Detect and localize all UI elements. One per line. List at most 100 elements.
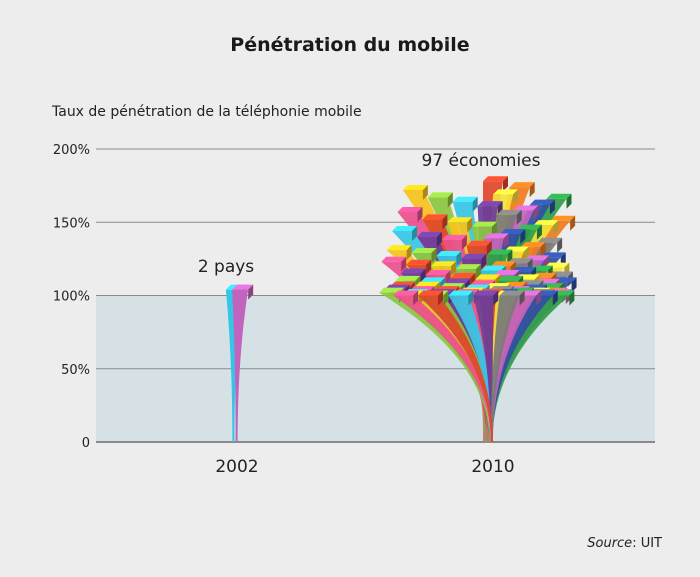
bar-cap	[450, 272, 476, 278]
bar-cap	[436, 250, 462, 256]
bar-cap	[393, 290, 419, 296]
bar-cap	[537, 237, 563, 243]
bar-cap	[445, 278, 471, 284]
bar-side	[461, 234, 467, 250]
bar-side	[503, 176, 508, 192]
bar-cap	[498, 275, 524, 281]
bar-cap	[411, 248, 437, 254]
bar	[232, 289, 249, 442]
bar	[490, 295, 537, 442]
bar-cap	[513, 205, 539, 211]
bar-cap	[447, 217, 473, 223]
bar-cap	[466, 240, 492, 246]
bar-cap	[483, 176, 508, 182]
bar-cap	[452, 196, 478, 202]
bar-cap	[493, 189, 519, 195]
bar-side	[436, 231, 442, 247]
bar-cap	[487, 249, 513, 255]
bar-side	[503, 233, 509, 249]
bar-cap	[529, 199, 555, 205]
bar-side	[519, 290, 525, 306]
bar-side	[552, 290, 558, 306]
bar-side	[529, 182, 535, 198]
bar-cap	[477, 201, 503, 207]
bar-side	[456, 250, 462, 266]
bar-side	[248, 284, 254, 300]
bar-cap	[402, 185, 428, 191]
chart-title: Pénétration du mobile	[230, 34, 470, 56]
y-tick-label: 50%	[61, 363, 90, 378]
bar-cap	[509, 182, 535, 188]
bar-side	[569, 290, 575, 306]
bar-cap	[397, 206, 423, 212]
bar-cap	[455, 264, 481, 270]
bar-side	[443, 290, 449, 306]
bar	[418, 295, 493, 442]
y-tick-label: 200%	[53, 143, 90, 158]
bar-cap	[480, 265, 506, 271]
bar-cap	[520, 242, 546, 248]
bar-cap	[418, 290, 444, 296]
bar-side	[451, 261, 457, 277]
bar-cap	[473, 290, 499, 296]
bar-side	[481, 253, 487, 269]
bar-side	[566, 193, 572, 209]
bar-cap	[386, 245, 412, 251]
x-tick-label: 2010	[471, 457, 514, 477]
bar-side	[516, 209, 522, 225]
bar-cap	[499, 290, 525, 296]
bar-side	[549, 199, 555, 215]
bar-cap	[470, 280, 496, 286]
y-axis-title: Taux de pénétration de la téléphonie mob…	[52, 104, 362, 120]
group-annotation: 2 pays	[198, 257, 254, 277]
bar-side	[571, 277, 577, 293]
source-label: Source	[587, 536, 633, 551]
bar-side	[442, 214, 448, 230]
bar-cap	[441, 234, 467, 240]
bar-cap	[414, 281, 440, 287]
y-tick-label: 0	[82, 436, 90, 451]
source-note: Source: UIT	[0, 536, 662, 551]
bar-side	[406, 245, 412, 261]
bar-side	[492, 221, 498, 237]
bar-cap	[494, 269, 520, 275]
bar-side	[401, 256, 407, 272]
bar-side	[513, 189, 519, 205]
bar-side	[553, 220, 559, 236]
bar-cap	[420, 277, 446, 283]
bar-cap	[232, 284, 254, 290]
bar-side	[413, 290, 419, 306]
bar-side	[493, 290, 499, 306]
bar-side	[536, 290, 542, 306]
bar-cap	[490, 261, 516, 267]
bar-side	[520, 228, 526, 244]
bar-cap	[461, 253, 487, 259]
bar	[473, 295, 494, 442]
bar-side	[536, 224, 542, 240]
bar	[393, 295, 493, 442]
bar-cap	[416, 231, 442, 237]
bar-side	[422, 185, 428, 201]
bar-side	[533, 205, 539, 221]
bar-cap	[475, 274, 501, 280]
bar-side	[570, 215, 576, 231]
bar-cap	[425, 269, 451, 275]
bar	[490, 295, 570, 442]
bar-cap	[496, 209, 522, 215]
group-annotation: 97 économies	[421, 151, 540, 171]
bar-cap	[406, 259, 432, 265]
bar-side	[468, 290, 474, 306]
bar-side	[412, 226, 418, 242]
bar-cap	[516, 224, 542, 230]
bar-cap	[427, 192, 453, 198]
y-tick-label: 100%	[53, 290, 90, 305]
bar-side	[447, 192, 453, 208]
bar-cap	[448, 290, 474, 296]
bar-cap	[400, 268, 426, 274]
bar-side	[557, 237, 563, 253]
bar-side	[438, 290, 444, 306]
x-tick-label: 2002	[215, 457, 258, 477]
y-tick-label: 150%	[53, 216, 90, 231]
bar	[490, 295, 520, 442]
